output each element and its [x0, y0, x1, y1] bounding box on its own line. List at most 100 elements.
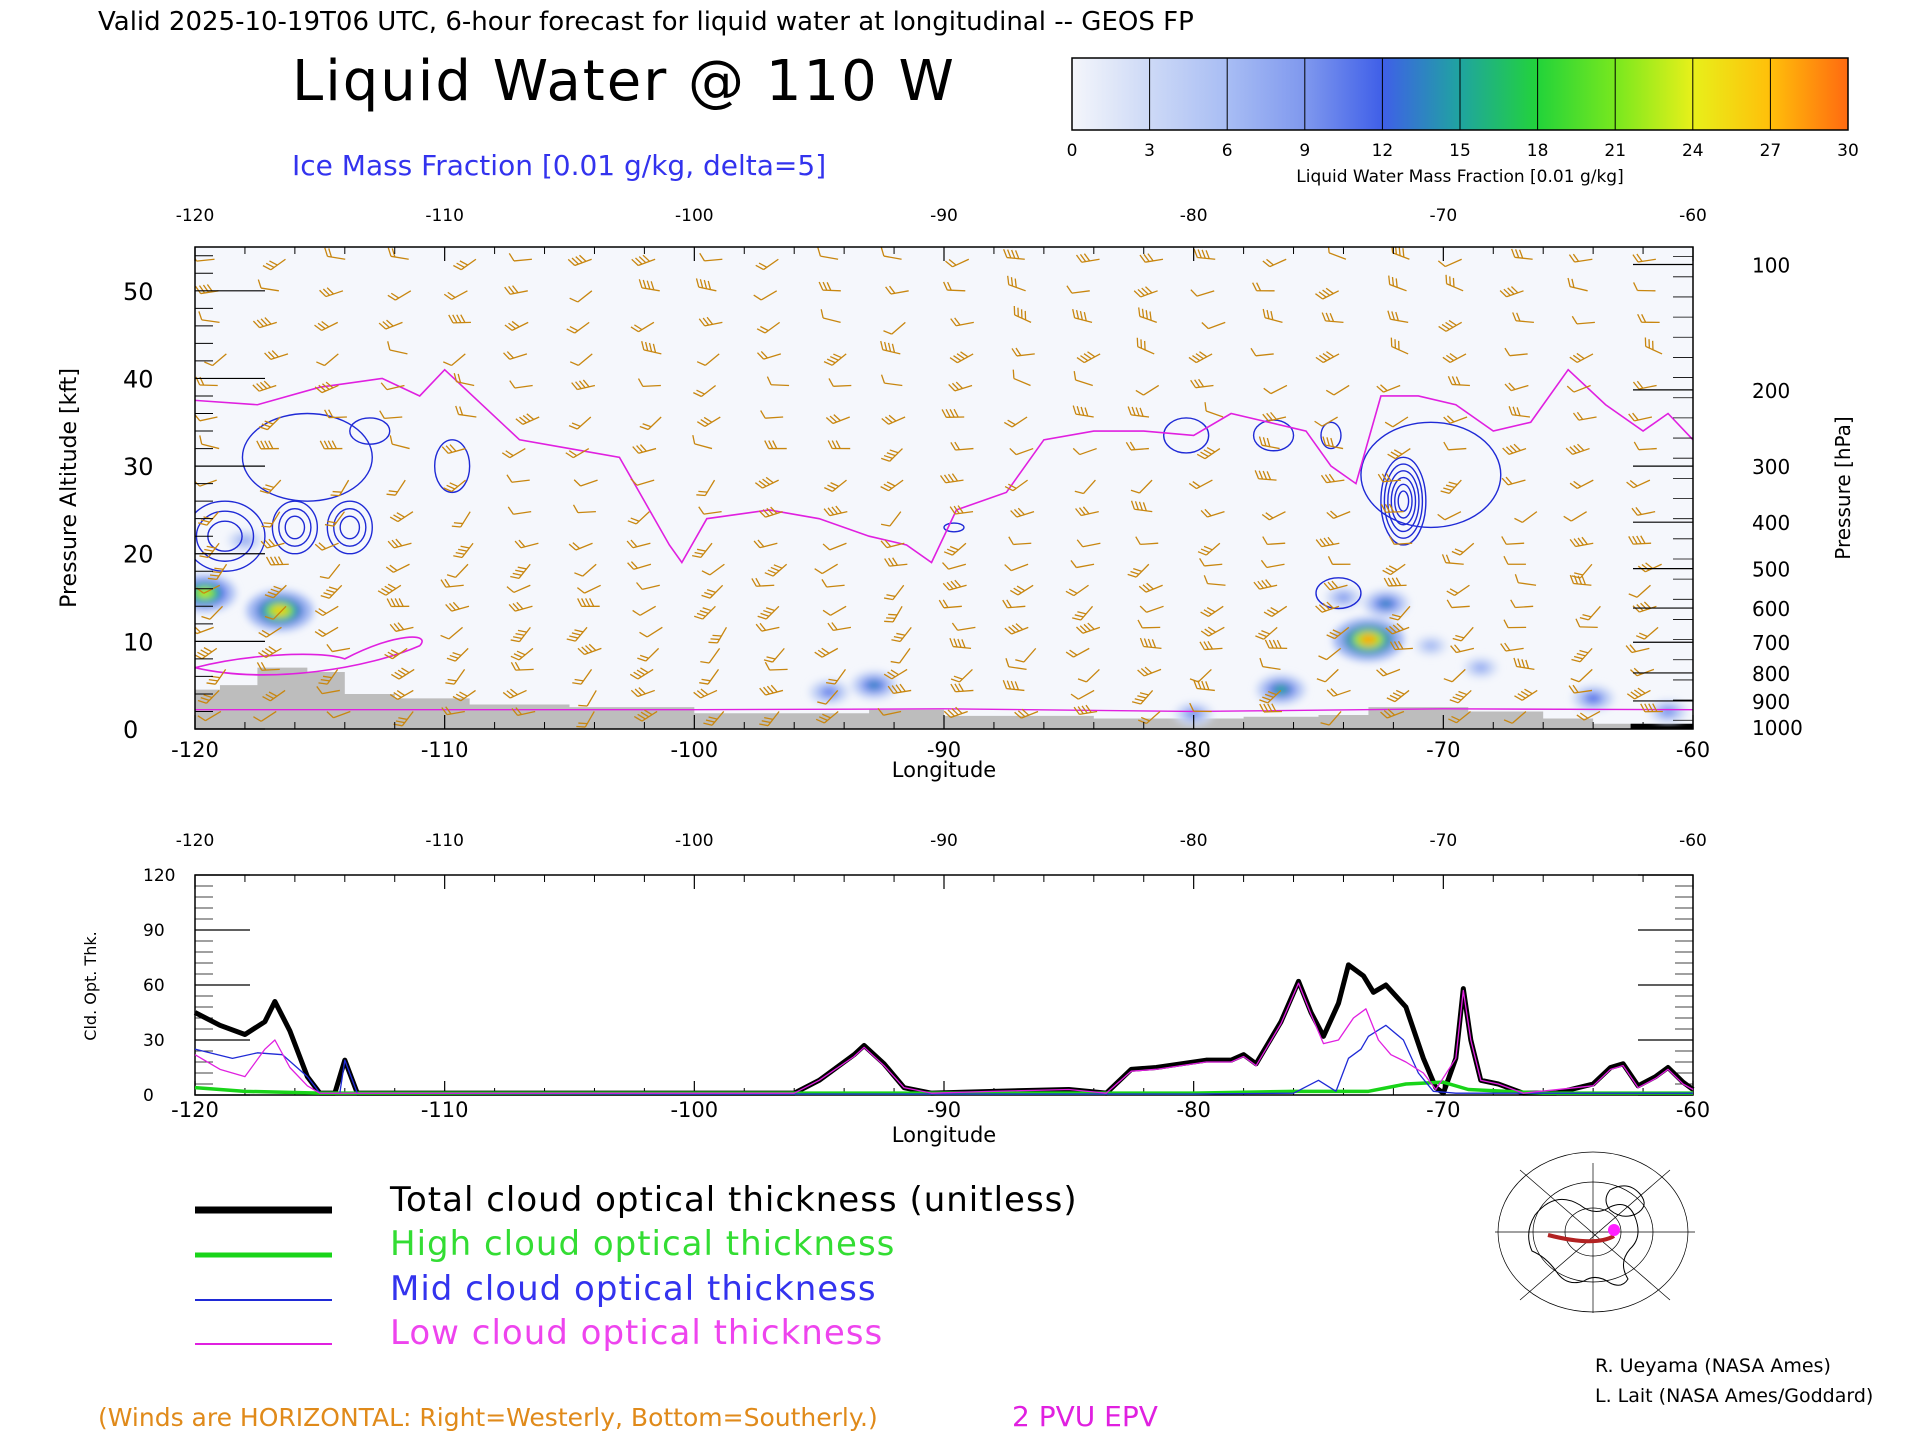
pressure-tick-label: 1000 — [1752, 716, 1803, 740]
main-y-tick-label: 40 — [123, 365, 154, 393]
subtitle: Ice Mass Fraction [0.01 g/kg, delta=5] — [292, 149, 826, 182]
wind-barb-shaft — [1389, 585, 1407, 586]
pressure-tick-label: 100 — [1752, 254, 1790, 278]
wind-barb-shaft — [262, 669, 280, 670]
optical-thickness-panel: -120-120-110-110-100-100-90-90-80-80-70-… — [81, 831, 1710, 1147]
main-top-tick-label: -80 — [1180, 206, 1208, 226]
wind-barb-shaft — [516, 669, 534, 670]
polar-map-icon — [1495, 1152, 1695, 1313]
lower-top-tick-label: -60 — [1679, 831, 1707, 851]
main-plot-background — [195, 247, 1693, 729]
lower-x-tick-label: -110 — [421, 1098, 469, 1122]
lower-top-tick-label: -110 — [425, 831, 464, 851]
lower-y-tick-label: 90 — [143, 921, 165, 941]
colorbar-tick-label: 27 — [1760, 141, 1782, 161]
main-top-tick-label: -110 — [425, 206, 464, 226]
main-x-tick-label: -70 — [1426, 738, 1460, 762]
main-y-tick-label: 0 — [123, 716, 138, 744]
pressure-axis-label: Pressure [hPa] — [1831, 416, 1855, 559]
credit-line-2: L. Lait (NASA Ames/Goddard) — [1595, 1385, 1873, 1407]
main-x-tick-label: -80 — [1177, 738, 1211, 762]
pressure-tick-label: 200 — [1752, 379, 1790, 403]
lower-x-tick-label: -70 — [1426, 1098, 1460, 1122]
main-top-tick-label: -90 — [930, 206, 958, 226]
colorbar-tick-label: 15 — [1449, 141, 1471, 161]
legend-label-total: Total cloud optical thickness (unitless) — [389, 1180, 1078, 1220]
main-title: Liquid Water @ 110 W — [292, 49, 956, 114]
lower-x-tick-label: -100 — [670, 1098, 718, 1122]
main-x-tick-label: -100 — [670, 738, 718, 762]
main-y-tick-label: 30 — [123, 453, 154, 481]
liquid-water-cell — [824, 689, 834, 695]
wind-barb-shaft — [770, 669, 788, 670]
lower-top-tick-label: -100 — [675, 831, 714, 851]
lower-x-label: Longitude — [892, 1123, 996, 1147]
main-top-tick-label: -60 — [1679, 206, 1707, 226]
liquid-water-cell — [1360, 634, 1378, 645]
colorbar-tick-label: 12 — [1372, 141, 1394, 161]
pressure-tick-label: 900 — [1752, 690, 1790, 714]
map-location-marker — [1608, 1224, 1620, 1236]
liquid-water-cell — [1339, 595, 1348, 600]
colorbar-tick-label: 6 — [1222, 141, 1233, 161]
lower-x-tick-label: -60 — [1676, 1098, 1710, 1122]
terrain-ocean-mark — [1631, 724, 1693, 729]
main-y-label: Pressure Altitude [kft] — [57, 368, 82, 608]
colorbar-tick-label: 21 — [1604, 141, 1626, 161]
main-x-tick-label: -120 — [171, 738, 219, 762]
pressure-tick-label: 800 — [1752, 662, 1790, 686]
lower-top-tick-label: -80 — [1180, 831, 1208, 851]
main-top-tick-label: -100 — [675, 206, 714, 226]
main-panel: -120-120-110-110-100-100-90-90-80-80-70-… — [57, 206, 1855, 782]
wind-barb-shaft — [271, 564, 289, 565]
legend-label-low: Low cloud optical thickness — [390, 1313, 883, 1353]
main-y-tick-label: 10 — [123, 628, 154, 656]
wind-barb-shaft — [823, 290, 841, 291]
main-y-tick-label: 20 — [123, 541, 154, 569]
legend-label-mid: Mid cloud optical thickness — [390, 1269, 877, 1309]
wind-barb-shaft — [947, 290, 965, 291]
liquid-water-cell — [1427, 643, 1435, 648]
pressure-tick-label: 400 — [1752, 511, 1790, 535]
valid-line: Valid 2025-10-19T06 UTC, 6-hour forecast… — [98, 7, 1194, 37]
lower-top-tick-label: -70 — [1429, 831, 1457, 851]
lower-plot-frame — [195, 875, 1693, 1095]
wind-barb-shaft — [1142, 627, 1160, 628]
colorbar-tick-label: 0 — [1067, 141, 1078, 161]
pressure-tick-label: 300 — [1752, 455, 1790, 479]
lower-y-tick-label: 60 — [143, 976, 165, 996]
pressure-tick-label: 600 — [1752, 597, 1790, 621]
lower-x-tick-label: -80 — [1177, 1098, 1211, 1122]
wind-barb-shaft — [833, 385, 851, 386]
main-x-label: Longitude — [892, 758, 996, 782]
lower-x-tick-label: -120 — [171, 1098, 219, 1122]
main-top-tick-label: -70 — [1429, 206, 1457, 226]
liquid-water-cell — [868, 682, 879, 689]
liquid-water-cell — [1588, 695, 1598, 701]
epv-legend-note: 2 PVU EPV — [1012, 1400, 1158, 1433]
legend-label-high: High cloud optical thickness — [390, 1224, 895, 1264]
lower-y-tick-label: 120 — [143, 866, 175, 886]
main-x-tick-label: -110 — [421, 738, 469, 762]
pressure-tick-label: 700 — [1752, 631, 1790, 655]
wind-barb-shaft — [643, 385, 661, 386]
colorbar-tick-label: 30 — [1837, 141, 1859, 161]
colorbar-tick-label: 3 — [1144, 141, 1155, 161]
legend: Total cloud optical thickness (unitless)… — [195, 1180, 1078, 1353]
lower-top-tick-label: -120 — [176, 831, 215, 851]
lower-y-tick-label: 30 — [143, 1031, 165, 1051]
main-top-tick-label: -120 — [176, 206, 215, 226]
map-background — [1495, 1163, 1695, 1313]
colorbar-label: Liquid Water Mass Fraction [0.01 g/kg] — [1296, 167, 1623, 187]
colorbar-tick-label: 18 — [1527, 141, 1549, 161]
lower-y-label: Cld. Opt. Thk. — [81, 931, 100, 1040]
lower-x-tick-label: -90 — [927, 1098, 961, 1122]
liquid-water-cell — [1275, 686, 1287, 693]
colorbar-tick-label: 9 — [1299, 141, 1310, 161]
liquid-water-cell — [1476, 665, 1485, 670]
wind-barb-shaft — [329, 417, 347, 418]
credit-line-1: R. Ueyama (NASA Ames) — [1595, 1355, 1831, 1377]
pressure-tick-label: 500 — [1752, 558, 1790, 582]
